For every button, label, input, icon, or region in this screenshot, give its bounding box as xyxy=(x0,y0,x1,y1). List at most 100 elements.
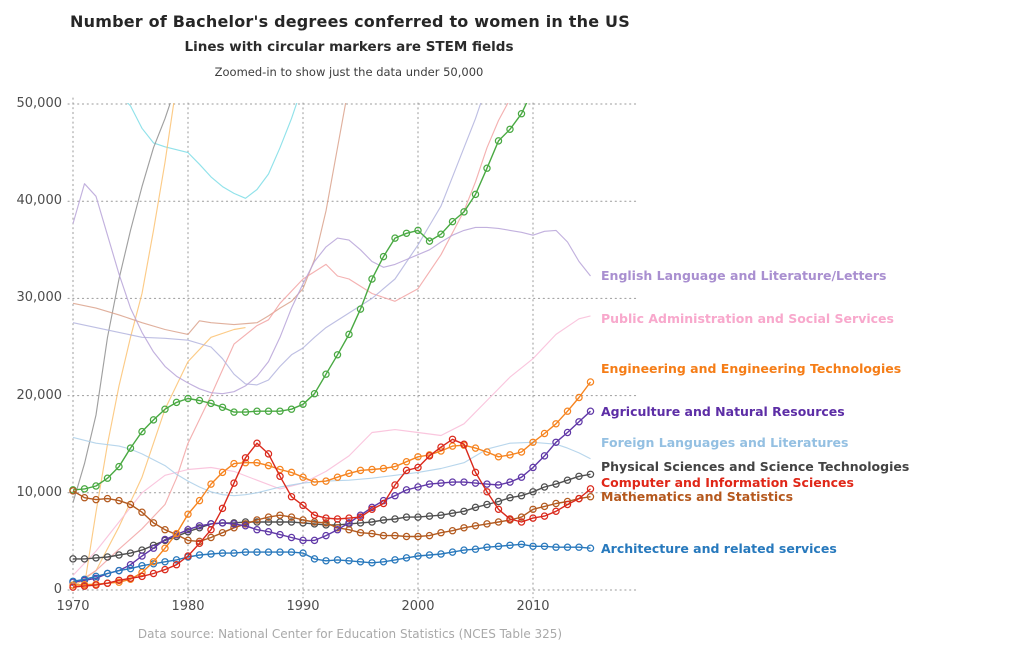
x-axis-tick-label: 1970 xyxy=(56,599,90,614)
data-point-marker xyxy=(414,483,422,491)
data-point-marker xyxy=(161,558,169,566)
data-point-marker xyxy=(471,468,480,477)
series-line-unlabeled-tan-salmon xyxy=(72,103,347,335)
data-point-marker xyxy=(345,519,353,527)
data-point-marker xyxy=(494,137,503,145)
data-point-marker xyxy=(92,554,100,562)
data-point-marker xyxy=(391,234,399,242)
series-line-Public Administration and Social Services xyxy=(72,315,591,576)
data-point-marker xyxy=(195,551,204,559)
data-point-marker xyxy=(299,473,307,481)
data-point-marker xyxy=(230,549,238,557)
data-point-marker xyxy=(103,569,112,578)
data-point-marker xyxy=(379,499,388,508)
series-line-unlabeled-gray-steep xyxy=(72,103,171,503)
data-point-marker xyxy=(276,407,284,415)
data-point-marker xyxy=(310,555,319,563)
data-point-marker xyxy=(563,476,572,484)
data-point-marker xyxy=(494,481,503,489)
data-point-marker xyxy=(322,370,330,378)
data-point-marker xyxy=(402,486,411,494)
data-point-marker xyxy=(356,513,365,521)
data-point-marker xyxy=(333,525,342,534)
data-point-marker xyxy=(322,519,330,527)
data-point-marker xyxy=(471,444,480,452)
data-point-marker xyxy=(276,511,284,519)
data-point-marker xyxy=(287,548,296,556)
data-point-marker xyxy=(184,536,192,545)
data-point-marker xyxy=(138,572,146,581)
data-point-marker xyxy=(161,405,169,413)
data-point-marker xyxy=(402,513,411,521)
data-source-footer: Data source: National Center for Educati… xyxy=(137,627,563,641)
data-point-marker xyxy=(149,416,158,424)
data-point-marker xyxy=(310,478,319,486)
data-point-marker xyxy=(529,488,537,496)
data-point-marker xyxy=(356,558,365,566)
data-point-marker xyxy=(195,496,204,505)
data-point-marker xyxy=(552,420,560,428)
data-point-marker xyxy=(402,466,411,475)
data-point-marker xyxy=(391,515,399,523)
data-point-marker xyxy=(425,452,434,460)
series-line-unlabeled-periwinkle xyxy=(72,103,482,386)
y-axis-tick-label: 30,000 xyxy=(16,290,63,306)
data-point-marker xyxy=(218,403,227,412)
y-axis-tick-label: 10,000 xyxy=(16,484,63,500)
data-point-marker xyxy=(506,515,514,523)
data-point-marker xyxy=(460,546,468,554)
chart-subtitle: Lines with circular markers are STEM fie… xyxy=(184,39,514,55)
data-point-marker xyxy=(333,351,342,359)
data-point-marker xyxy=(494,497,503,506)
series-label-public-administration-and-social-services: Public Administration and Social Service… xyxy=(601,311,894,326)
data-point-marker xyxy=(552,499,560,508)
data-point-marker xyxy=(253,458,261,467)
data-point-marker xyxy=(172,560,181,569)
chart-note: Zoomed-in to show just the data under 50… xyxy=(214,65,484,79)
data-point-marker xyxy=(207,480,215,488)
data-point-marker xyxy=(586,492,595,501)
data-point-marker xyxy=(517,109,526,118)
data-point-marker xyxy=(115,496,123,505)
data-point-marker xyxy=(126,574,135,583)
data-point-marker xyxy=(333,473,342,481)
data-point-marker xyxy=(448,217,457,226)
series-line-Architecture and related services xyxy=(69,540,595,586)
data-point-marker xyxy=(425,480,434,488)
data-point-marker xyxy=(437,550,445,558)
data-point-marker xyxy=(276,472,284,481)
data-point-marker xyxy=(322,514,330,522)
series-label-computer-and-information-sciences: Computer and Information Sciences xyxy=(601,475,854,490)
data-point-marker xyxy=(218,519,227,527)
data-point-marker xyxy=(494,542,503,551)
data-point-marker xyxy=(149,544,158,552)
data-point-marker xyxy=(368,518,376,526)
data-point-marker xyxy=(264,407,273,415)
data-point-marker xyxy=(563,428,572,437)
data-point-marker xyxy=(483,480,491,488)
series-line-Engineering and Engineering Technologies xyxy=(69,378,595,589)
data-point-marker xyxy=(356,466,365,475)
data-point-marker xyxy=(506,125,514,134)
data-point-marker xyxy=(264,548,273,556)
data-point-marker xyxy=(563,407,572,415)
x-axis-tick-label: 2010 xyxy=(516,599,550,614)
data-point-marker xyxy=(471,522,480,530)
data-point-marker xyxy=(218,504,227,513)
data-point-marker xyxy=(540,452,549,460)
data-point-marker xyxy=(161,565,169,574)
data-point-marker xyxy=(414,513,422,521)
data-point-marker xyxy=(552,438,560,447)
data-point-marker xyxy=(287,533,296,542)
data-point-marker xyxy=(437,443,445,451)
data-point-marker xyxy=(207,525,215,534)
data-point-marker xyxy=(506,493,514,502)
data-point-marker xyxy=(69,487,77,495)
data-point-marker xyxy=(126,564,135,573)
data-point-marker xyxy=(161,535,169,544)
data-point-marker xyxy=(80,555,89,563)
data-point-marker xyxy=(540,429,549,438)
data-point-marker xyxy=(471,190,480,199)
data-point-marker xyxy=(402,457,411,466)
